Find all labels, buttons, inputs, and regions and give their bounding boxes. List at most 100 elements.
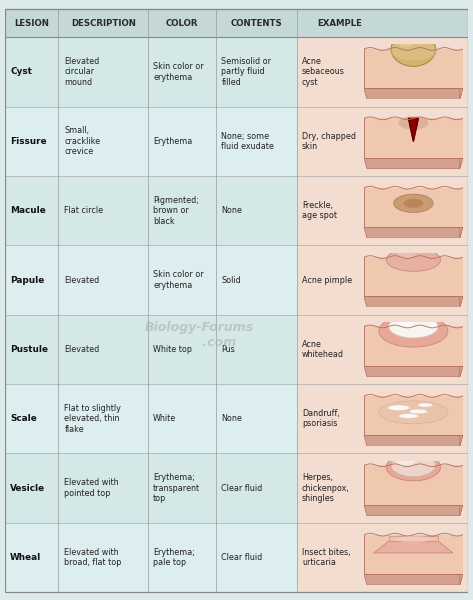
Polygon shape: [364, 188, 463, 227]
Text: LESION: LESION: [14, 19, 49, 28]
Bar: [5, 9, 9, 592]
Bar: [5, 9, 9, 592]
Text: Elevated with
pointed top: Elevated with pointed top: [64, 478, 119, 498]
Bar: [8, 9, 11, 592]
Bar: [6, 9, 10, 592]
Bar: [7, 9, 10, 592]
Text: Cyst: Cyst: [10, 67, 32, 76]
Bar: [8, 9, 11, 592]
Bar: [8, 9, 12, 592]
Bar: [9, 9, 12, 592]
Bar: [5, 9, 9, 592]
Bar: [8, 9, 12, 592]
Bar: [7, 9, 11, 592]
Text: COLOR: COLOR: [166, 19, 198, 28]
Bar: [8, 9, 12, 592]
Bar: [6, 9, 9, 592]
Ellipse shape: [396, 536, 431, 542]
Text: Acne pimple: Acne pimple: [302, 275, 352, 284]
Text: Wheal: Wheal: [10, 553, 41, 562]
Bar: [7, 9, 11, 592]
Ellipse shape: [418, 403, 433, 407]
Bar: [7, 9, 11, 592]
Polygon shape: [364, 574, 463, 585]
Bar: [5, 107, 297, 176]
Bar: [8, 9, 11, 592]
Polygon shape: [460, 465, 463, 515]
Polygon shape: [460, 326, 463, 377]
Bar: [6, 9, 10, 592]
Bar: [9, 9, 12, 592]
Bar: [8, 9, 12, 592]
Bar: [7, 9, 11, 592]
Bar: [8, 9, 11, 592]
Bar: [9, 9, 12, 592]
Bar: [5, 9, 9, 592]
Bar: [6, 9, 10, 592]
Bar: [8, 9, 11, 592]
Text: White: White: [153, 414, 176, 423]
Ellipse shape: [388, 405, 410, 410]
Polygon shape: [364, 158, 463, 169]
Text: Scale: Scale: [10, 414, 37, 423]
Bar: [7, 9, 10, 592]
Bar: [7, 9, 11, 592]
Text: EXAMPLE: EXAMPLE: [317, 19, 362, 28]
Bar: [6, 9, 9, 592]
Polygon shape: [364, 118, 463, 158]
Polygon shape: [460, 257, 463, 307]
Text: Skin color or
erythema: Skin color or erythema: [153, 271, 204, 290]
Text: Erythema;
pale top: Erythema; pale top: [153, 548, 195, 567]
Bar: [6, 9, 10, 592]
Bar: [7, 9, 10, 592]
Ellipse shape: [403, 199, 423, 208]
Text: Clear fluid: Clear fluid: [221, 553, 263, 562]
Bar: [5, 9, 9, 592]
Bar: [6, 9, 10, 592]
Bar: [297, 176, 468, 245]
Text: White top: White top: [153, 345, 192, 354]
Bar: [8, 9, 12, 592]
Bar: [5, 9, 9, 592]
Bar: [6, 9, 10, 592]
Bar: [6, 9, 9, 592]
Bar: [5, 9, 9, 592]
Bar: [6, 9, 9, 592]
Bar: [297, 314, 468, 384]
Bar: [6, 9, 10, 592]
Bar: [6, 9, 9, 592]
Bar: [5, 314, 297, 384]
Bar: [7, 9, 10, 592]
Bar: [7, 9, 10, 592]
Bar: [7, 9, 10, 592]
Bar: [8, 9, 11, 592]
Bar: [6, 9, 10, 592]
Bar: [7, 9, 11, 592]
Polygon shape: [364, 326, 463, 366]
Ellipse shape: [398, 38, 413, 47]
Text: DESCRIPTION: DESCRIPTION: [71, 19, 136, 28]
Polygon shape: [460, 535, 463, 585]
Bar: [8, 9, 12, 592]
Bar: [9, 9, 12, 592]
Bar: [297, 37, 468, 107]
Text: Biology-Forums
         .com: Biology-Forums .com: [145, 321, 254, 349]
Polygon shape: [460, 118, 463, 169]
Bar: [8, 9, 12, 592]
Ellipse shape: [386, 454, 440, 481]
Bar: [5, 9, 9, 592]
Text: Flat circle: Flat circle: [64, 206, 104, 215]
Text: None; some
fluid exudate: None; some fluid exudate: [221, 131, 274, 151]
Ellipse shape: [399, 116, 428, 130]
Bar: [5, 9, 468, 37]
Bar: [8, 9, 11, 592]
Polygon shape: [364, 465, 463, 505]
Bar: [7, 9, 11, 592]
Bar: [6, 9, 9, 592]
Polygon shape: [364, 366, 463, 377]
Text: Pigmented;
brown or
black: Pigmented; brown or black: [153, 196, 199, 226]
Polygon shape: [364, 396, 463, 435]
Bar: [297, 384, 468, 454]
Polygon shape: [374, 541, 453, 553]
Ellipse shape: [379, 315, 448, 347]
